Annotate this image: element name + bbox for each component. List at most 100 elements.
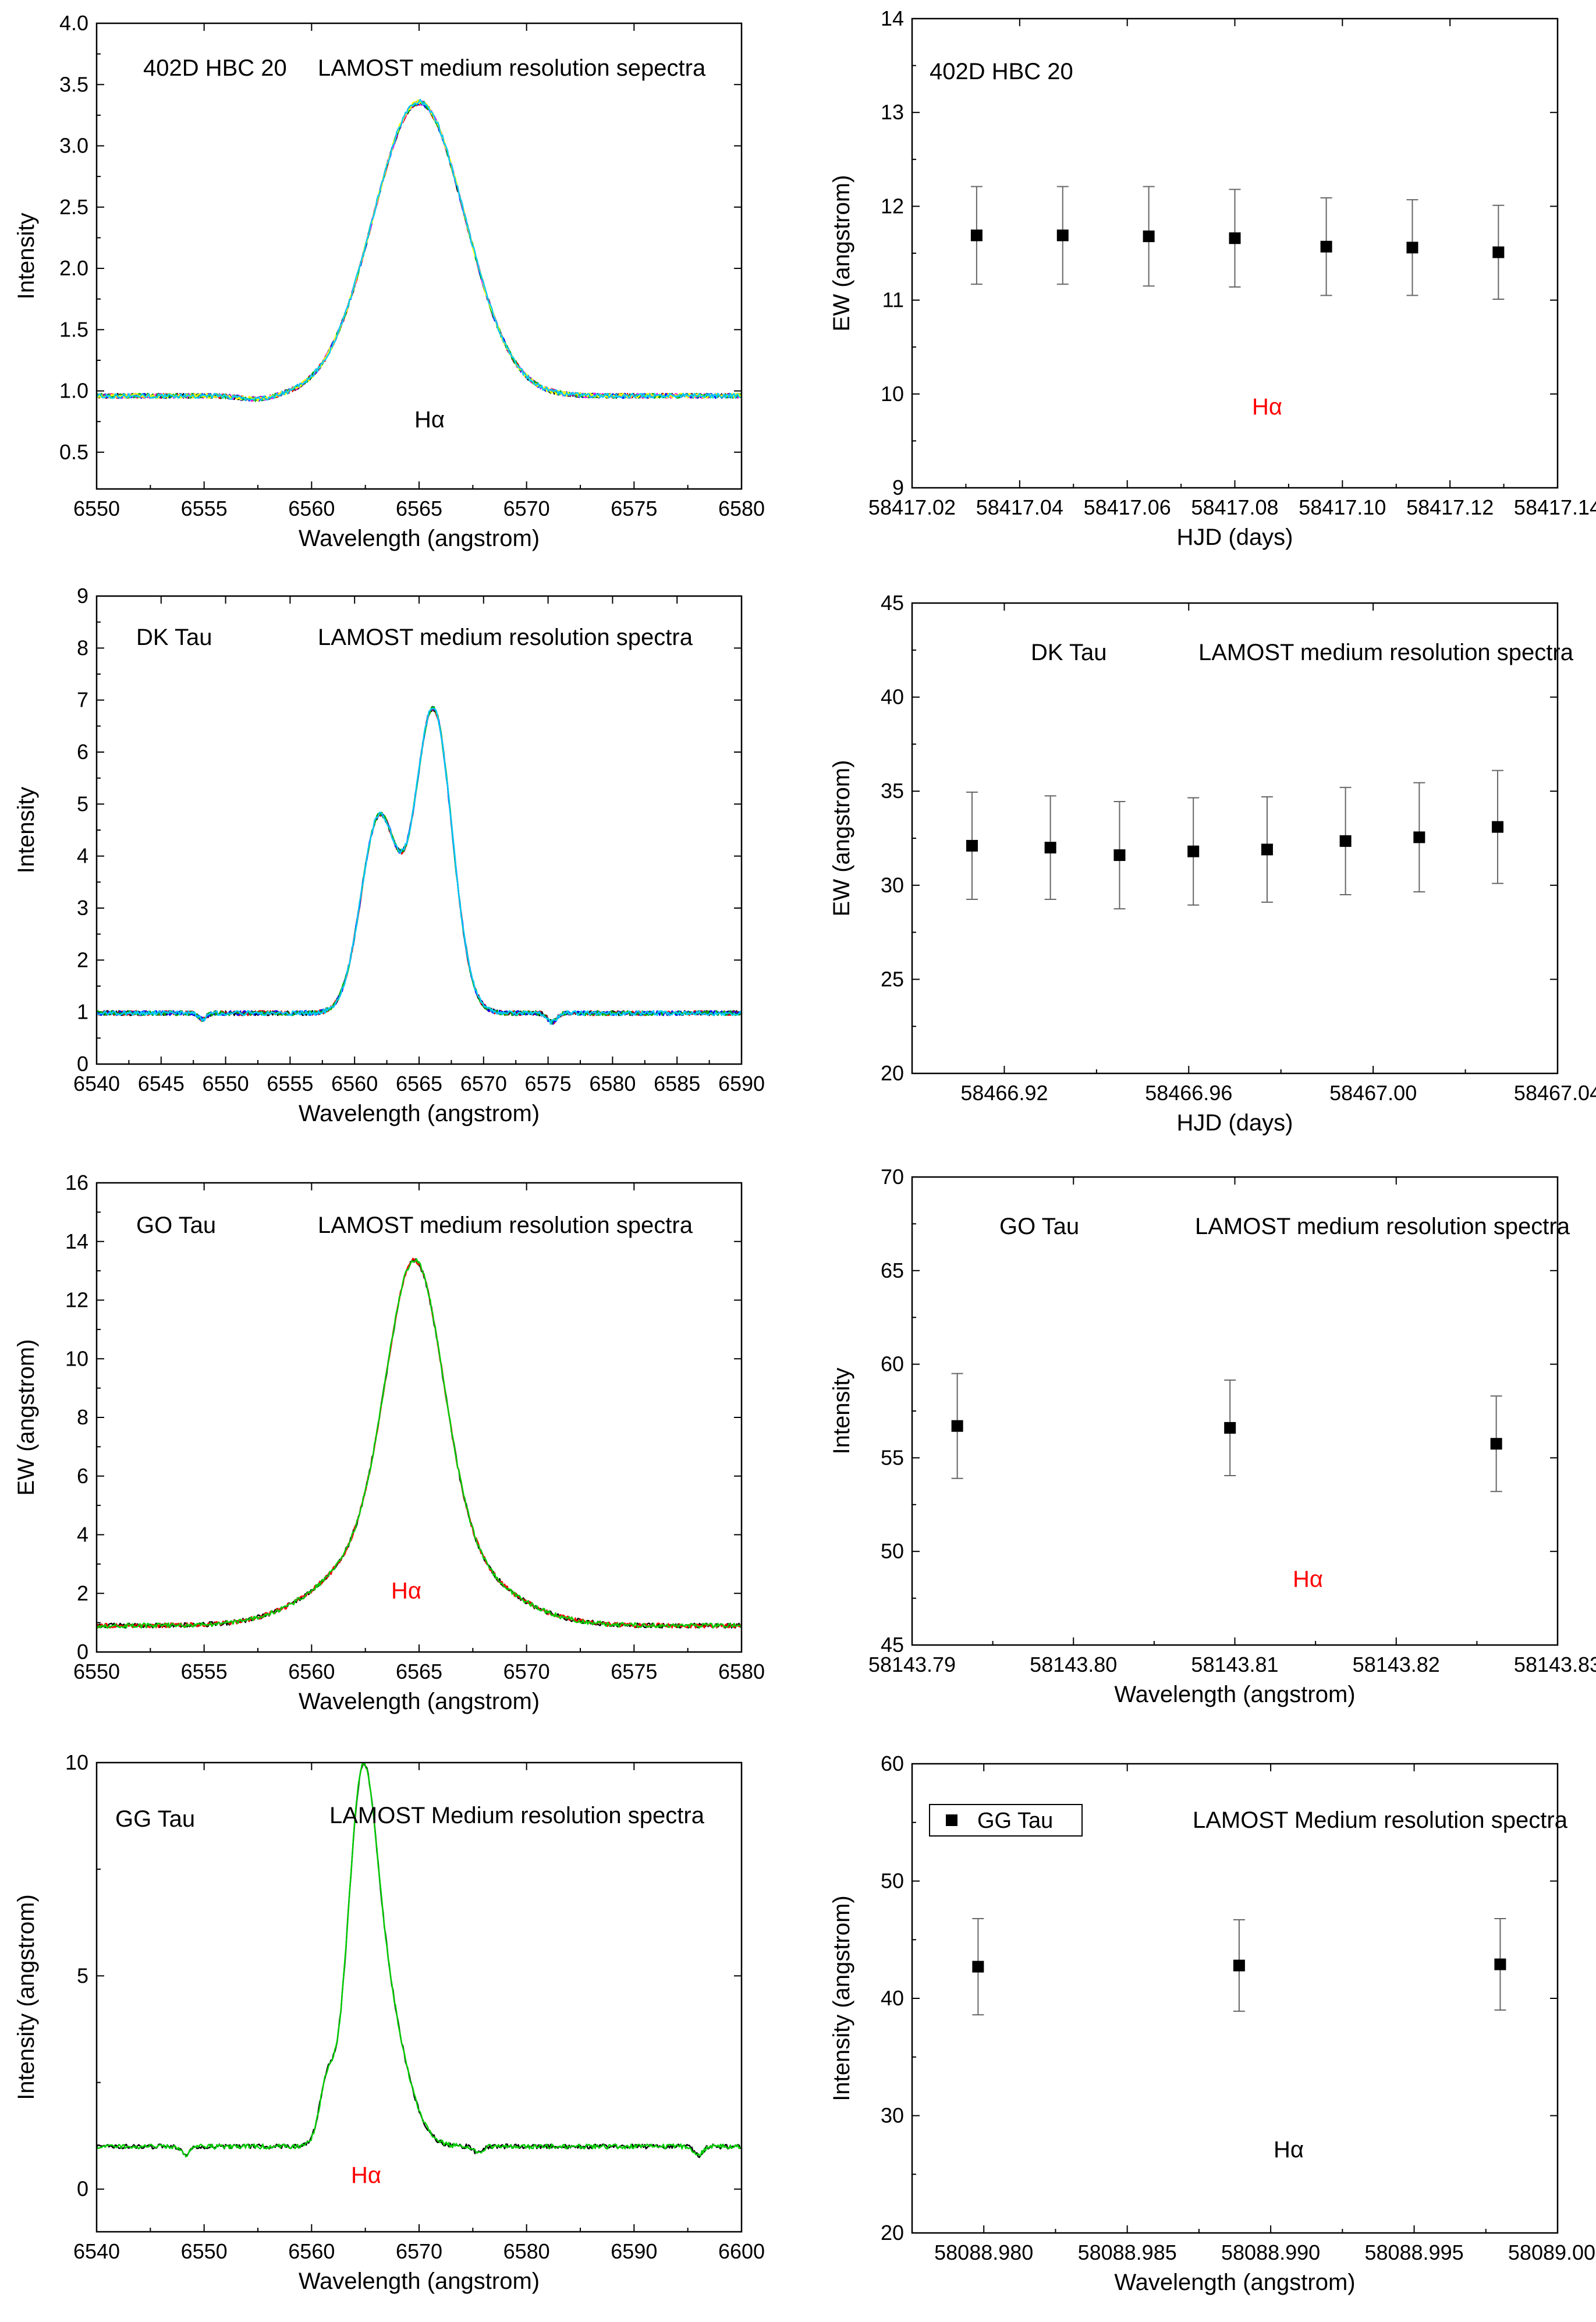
- plot-title: DK Tau: [1031, 640, 1106, 665]
- data-point: [1261, 843, 1273, 856]
- plot-data: [97, 706, 742, 1025]
- x-tick-label: 6580: [503, 2239, 550, 2263]
- spectrum-line-4: [97, 100, 742, 402]
- plot-title: GO Tau: [999, 1214, 1079, 1239]
- y-tick-label: 0: [77, 1052, 88, 1076]
- x-tick-label: 6570: [396, 2239, 442, 2263]
- x-tick-label: 58143.79: [868, 1653, 956, 1676]
- y-tick-label: 12: [65, 1288, 88, 1312]
- plot-frame: [95, 22, 743, 490]
- y-tick-label: 4: [77, 1523, 88, 1547]
- x-tick-label: 6555: [181, 1660, 228, 1683]
- x-tick-label: 58088.995: [1364, 2241, 1463, 2264]
- x-tick-label: 6580: [589, 1072, 636, 1096]
- y-tick-label: 6: [77, 1464, 88, 1488]
- x-tick-label: 6540: [73, 2239, 120, 2263]
- data-point: [1233, 1959, 1245, 1972]
- plot-subtitle: LAMOST medium resolution spectra: [1198, 640, 1574, 665]
- y-tick-label: 30: [881, 2104, 904, 2128]
- y-tick-label: 3.0: [59, 134, 88, 158]
- x-axis-title: Wavelength (angstrom): [299, 2268, 540, 2294]
- spectrum-line-1: [97, 708, 742, 1024]
- plot-subtitle: LAMOST Medium resolution spectra: [329, 1803, 705, 1828]
- y-tick-label: 40: [881, 1986, 904, 2010]
- y-tick-label: 3.5: [59, 72, 88, 96]
- x-tick-label: 6575: [611, 1660, 657, 1683]
- x-tick-label: 6550: [181, 2239, 228, 2263]
- y-axis-title: EW (angstrom): [13, 1339, 39, 1496]
- chart-p1: 6550 6555 6560 6565 6570 6575 6580 0.5 1.0 1.5 2.0…: [13, 11, 765, 551]
- x-axis-title: HJD (days): [1176, 524, 1293, 550]
- x-tick-label: 58088.990: [1221, 2241, 1320, 2264]
- x-tick-label: 6585: [654, 1072, 700, 1096]
- y-axis-title: EW (angstrom): [829, 175, 854, 332]
- spectrum-line-2: [97, 707, 742, 1024]
- plot-frame: [911, 1176, 1559, 1646]
- data-point: [1492, 246, 1505, 258]
- y-tick-label: 7: [77, 688, 88, 712]
- y-tick-label: 2: [77, 1581, 88, 1605]
- spectrum-line-5: [97, 707, 742, 1025]
- x-tick-label: 58417.10: [1299, 495, 1386, 519]
- plot-data: [97, 1257, 742, 1629]
- x-tick-label: 6550: [73, 497, 120, 520]
- h-alpha-label: Hα: [1252, 394, 1282, 420]
- x-tick-label: 6570: [503, 1660, 550, 1683]
- x-axis-title: Wavelength (angstrom): [299, 1101, 540, 1126]
- x-tick-label: 58417.04: [976, 495, 1063, 519]
- legend-label: GG Tau: [977, 1809, 1053, 1833]
- y-axis-title: Intensity: [13, 787, 39, 874]
- chart-p4: 58466.92 58466.96 58467.00 58467.04 20 25 30 35…: [829, 591, 1596, 1136]
- y-tick-label: 35: [881, 779, 904, 803]
- chart-p3: 6540 6545 6550 6555 6560 6565 6570 6575 6580 6585…: [13, 584, 765, 1126]
- x-tick-label: 6560: [288, 497, 335, 520]
- plot-subtitle: LAMOST medium resolution spectra: [318, 625, 693, 650]
- y-tick-label: 10: [65, 1750, 88, 1774]
- y-tick-label: 11: [882, 288, 904, 312]
- y-tick-label: 1: [77, 1000, 88, 1024]
- x-tick-label: 6565: [396, 1660, 442, 1683]
- y-tick-label: 2.0: [59, 256, 88, 280]
- y-tick-label: 1.5: [59, 317, 88, 341]
- x-tick-label: 6570: [503, 497, 550, 520]
- data-point: [1229, 232, 1241, 244]
- data-point: [1224, 1421, 1236, 1434]
- h-alpha-label: Hα: [414, 407, 445, 433]
- x-tick-label: 58417.14: [1514, 495, 1596, 519]
- y-tick-label: 65: [881, 1259, 904, 1282]
- chart-p5: 6550 6555 6560 6565 6570 6575 6580 0 2 4 6 8 10 12 14 1…: [13, 1171, 765, 1714]
- y-tick-label: 5: [77, 792, 88, 816]
- plot-frame: [95, 1182, 743, 1653]
- x-tick-label: 6560: [288, 1660, 335, 1683]
- x-tick-label: 6550: [203, 1072, 249, 1096]
- y-tick-label: 1.0: [59, 379, 88, 403]
- y-tick-label: 4.0: [59, 11, 88, 35]
- spectrum-line-3: [97, 706, 742, 1025]
- y-tick-label: 20: [881, 1061, 904, 1085]
- plot-subtitle: LAMOST medium resolution sepectra: [318, 55, 706, 81]
- y-axis-title: Intensity (angstrom): [829, 1895, 854, 2101]
- data-point: [1413, 831, 1425, 843]
- plot-data: [970, 186, 1505, 300]
- y-tick-label: 40: [881, 685, 904, 709]
- spectrum-line-2: [97, 1257, 742, 1629]
- x-tick-label: 58466.96: [1145, 1081, 1232, 1105]
- plot-subtitle: LAMOST Medium resolution spectra: [1193, 1807, 1568, 1833]
- plot-frame: [95, 595, 743, 1065]
- x-tick-label: 58143.82: [1353, 1653, 1440, 1676]
- plot-data: [972, 1917, 1506, 2016]
- y-tick-label: 16: [65, 1171, 88, 1194]
- x-tick-label: 6565: [396, 1072, 442, 1096]
- y-axis-title: Intensity (angstrom): [13, 1894, 39, 2100]
- x-axis-title: Wavelength (angstrom): [1114, 1682, 1355, 1707]
- plot-data: [951, 1373, 1502, 1493]
- data-point: [1056, 229, 1069, 242]
- spectrum-line-3: [97, 1258, 742, 1629]
- plot-data: [97, 98, 742, 402]
- y-tick-label: 3: [77, 896, 88, 920]
- y-tick-label: 50: [881, 1539, 904, 1563]
- y-tick-label: 0.5: [59, 440, 88, 464]
- legend-marker: [946, 1814, 957, 1826]
- y-tick-label: 0: [77, 1640, 88, 1664]
